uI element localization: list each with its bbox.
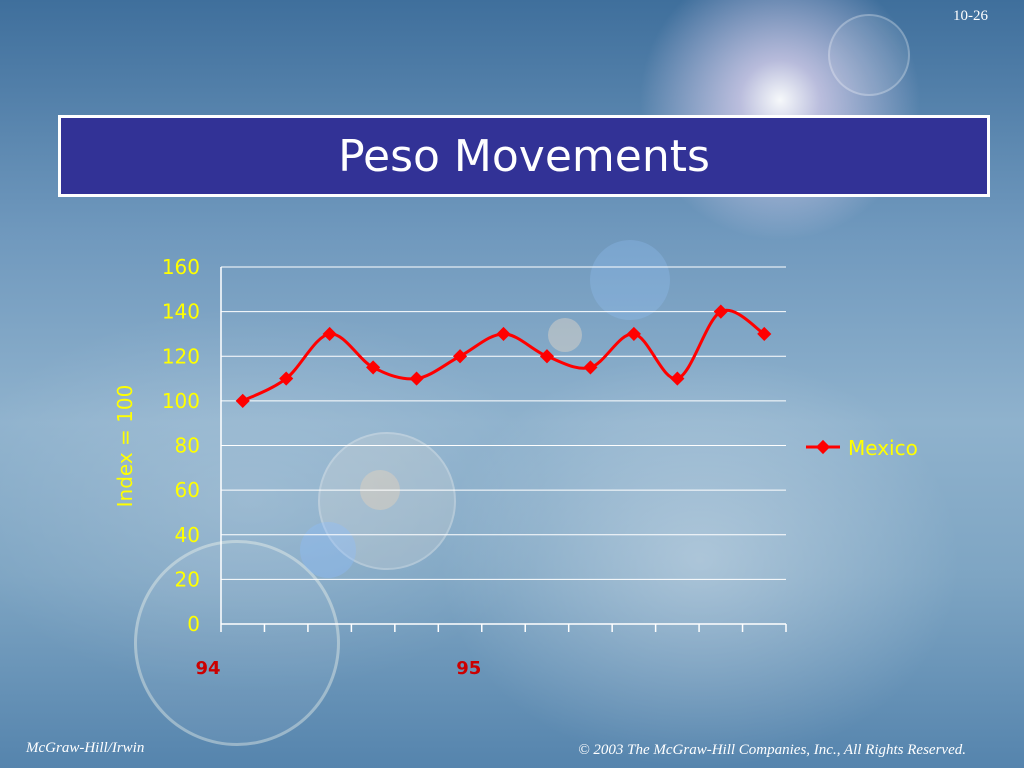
slide-title: Peso Movements xyxy=(338,130,710,182)
series-mexico xyxy=(235,304,772,408)
chart-gridlines xyxy=(221,266,786,580)
data-point-marker xyxy=(757,326,772,342)
data-point-marker xyxy=(279,371,294,386)
y-axis-label: Index = 100 xyxy=(113,385,137,508)
y-tick-label: 0 xyxy=(187,612,200,636)
legend-label-mexico: Mexico xyxy=(848,436,918,460)
y-tick-label: 80 xyxy=(175,434,200,458)
data-point-marker xyxy=(322,326,337,342)
y-tick-label: 120 xyxy=(162,344,200,368)
data-point-marker xyxy=(409,371,424,386)
y-tick-label: 60 xyxy=(175,478,200,502)
slide-number: 10-26 xyxy=(953,8,988,24)
data-point-marker xyxy=(626,326,641,342)
data-point-marker xyxy=(452,349,468,364)
publisher-footer: McGraw-Hill/Irwin xyxy=(26,740,145,756)
data-point-marker xyxy=(713,304,728,319)
y-tick-label: 40 xyxy=(175,523,200,547)
data-point-marker xyxy=(539,349,555,364)
y-tick-label: 140 xyxy=(162,300,200,324)
data-point-marker xyxy=(496,326,511,342)
data-point-marker xyxy=(366,360,381,375)
legend-swatch-marker xyxy=(815,439,831,455)
data-point-marker xyxy=(235,393,250,408)
data-point-marker xyxy=(670,371,685,386)
x-tick-label: 95 xyxy=(456,658,481,679)
x-axis: 94 95 xyxy=(195,267,787,679)
y-tick-label: 20 xyxy=(175,567,200,591)
data-point-marker xyxy=(583,360,598,375)
series-line-mexico xyxy=(242,308,766,403)
y-tick-label: 100 xyxy=(162,389,200,413)
y-tick-label: 160 xyxy=(162,255,200,279)
x-tick-label: 94 xyxy=(195,658,220,679)
legend: Mexico xyxy=(806,436,918,460)
title-box: Peso Movements xyxy=(58,115,990,197)
copyright-footer: © 2003 The McGraw-Hill Companies, Inc., … xyxy=(578,742,966,758)
y-axis-ticks: 0 20 40 60 80 100 120 140 160 xyxy=(162,255,200,636)
